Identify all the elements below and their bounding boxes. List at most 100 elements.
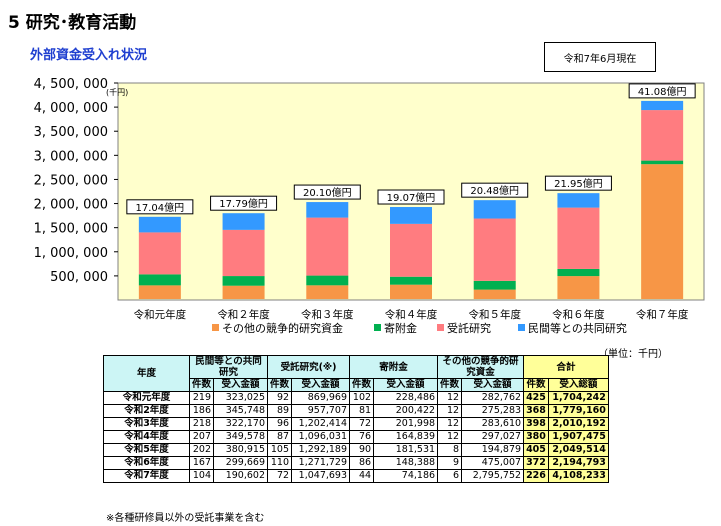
other-count: 12 [437, 430, 463, 444]
y-tick-label: 2, 500, 000 [34, 173, 108, 188]
contract-count: 87 [267, 430, 293, 444]
legend-swatch [374, 324, 381, 331]
other-amount: 194,879 [461, 443, 525, 457]
joint-amount: 299,669 [213, 456, 269, 470]
total-count: 372 [523, 456, 549, 470]
donation-amount: 200,422 [373, 404, 439, 418]
other-count: 9 [437, 456, 463, 470]
header-donation: 寄附金 [349, 355, 439, 379]
as-of-date: 令和7年6月現在 [563, 53, 637, 65]
x-tick-label: 令和６年度 [552, 308, 605, 321]
legend-label: 受託研究 [447, 321, 491, 335]
other-count: 12 [437, 391, 463, 405]
x-tick-label: 令和４年度 [385, 308, 438, 321]
joint-amount: 345,748 [213, 404, 269, 418]
row-year: 令和元年度 [103, 391, 190, 405]
subheader-total-count: 件数 [523, 378, 549, 392]
total-count: 398 [523, 417, 549, 431]
joint-count: 167 [188, 456, 215, 470]
donation-count: 76 [349, 430, 375, 444]
unit-note: （単位：千円） [598, 349, 668, 360]
joint-amount: 349,578 [213, 430, 269, 444]
header-year: 年度 [103, 355, 190, 392]
bar-segment [557, 268, 600, 277]
stacked-bar-chart: 4, 500, 000 4, 000, 000 3, 500, 000 3, 000,… [34, 77, 705, 335]
contract-count: 105 [267, 443, 293, 457]
table-row: 令和5年度 202 380,915 105 1,292,189 90 181,5… [103, 443, 609, 457]
row-year: 令和6年度 [103, 456, 190, 470]
contract-amount: 957,707 [291, 404, 351, 418]
bar-segment [306, 285, 349, 299]
contract-count: 72 [267, 469, 293, 483]
bar-segment [557, 276, 600, 299]
total-amount: 4,108,233 [547, 469, 609, 483]
legend-label: 民間等との共同研究 [528, 321, 627, 335]
donation-amount: 181,531 [373, 443, 439, 457]
contract-amount: 1,047,693 [291, 469, 351, 483]
y-tick-label: 1, 000, 000 [34, 246, 108, 261]
total-count: 226 [523, 469, 549, 483]
bar-segment [138, 274, 181, 286]
total-amount: 2,049,514 [547, 443, 609, 457]
other-amount: 297,027 [461, 430, 525, 444]
subheader-count: 件数 [267, 378, 293, 392]
y-tick-label: 4, 000, 000 [34, 101, 108, 116]
bar-segment [138, 285, 181, 299]
subheader-total-amount: 受入総額 [547, 378, 609, 392]
x-tick-label: 令和５年度 [468, 308, 521, 321]
bar-segment [306, 202, 349, 218]
bar-segment [306, 275, 349, 286]
bar-segment [473, 280, 516, 290]
y-tick-label: 3, 000, 000 [34, 149, 108, 164]
other-amount: 475,007 [461, 456, 525, 470]
bar-segment [641, 100, 684, 111]
joint-amount: 323,025 [213, 391, 269, 405]
donation-count: 86 [349, 456, 375, 470]
contract-amount: 1,202,414 [291, 417, 351, 431]
header-other: その他の競争的研究資金 [437, 355, 525, 379]
joint-count: 104 [188, 469, 215, 483]
contract-count: 92 [267, 391, 293, 405]
bar-segment [138, 216, 181, 233]
x-tick-label: 令和３年度 [301, 308, 354, 321]
donation-count: 44 [349, 469, 375, 483]
x-tick-label: 令和元年度 [134, 308, 187, 321]
other-amount: 283,610 [461, 417, 525, 431]
x-tick-label: 令和７年度 [636, 308, 689, 321]
legend-swatch [437, 324, 444, 331]
bar-total-label: 17.04億円 [136, 201, 185, 214]
bar-segment [390, 276, 432, 285]
bar-total-label: 17.79億円 [219, 197, 268, 210]
bar-segment [222, 285, 265, 299]
bar-segment [306, 217, 349, 276]
bar-segment [473, 289, 516, 299]
joint-count: 207 [188, 430, 215, 444]
bar-total-label: 20.10億円 [303, 186, 352, 199]
y-axis-unit: (千円) [106, 87, 128, 97]
other-count: 12 [437, 417, 463, 431]
joint-count: 218 [188, 417, 215, 431]
header-contract: 受託研究(※) [267, 355, 351, 379]
donation-amount: 74,186 [373, 469, 439, 483]
joint-count: 202 [188, 443, 215, 457]
bar-segment [473, 218, 516, 281]
y-tick-label: 1, 500, 000 [34, 222, 108, 237]
y-tick-label: 4, 500, 000 [34, 77, 108, 92]
table-row: 令和4年度 207 349,578 87 1,096,031 76 164,83… [103, 430, 609, 444]
header-total: 合計 [523, 355, 609, 379]
footnote: ※各種研修員以外の受託事業を含む [106, 513, 265, 524]
bar-total-label-box [377, 189, 445, 205]
bar-total-label-box [544, 175, 612, 191]
contract-count: 110 [267, 456, 293, 470]
table-row: 令和3年度 218 322,170 96 1,202,414 72 201,99… [103, 417, 609, 431]
bar-segment [473, 200, 516, 219]
subheader-amount: 受入金額 [373, 378, 439, 392]
bar-total-label-box [461, 182, 529, 198]
bar-segment [557, 193, 600, 208]
contract-count: 96 [267, 417, 293, 431]
total-amount: 1,907,475 [547, 430, 609, 444]
bar-segment [222, 213, 265, 230]
total-amount: 2,010,192 [547, 417, 609, 431]
bar-segment [222, 276, 265, 286]
total-count: 368 [523, 404, 549, 418]
